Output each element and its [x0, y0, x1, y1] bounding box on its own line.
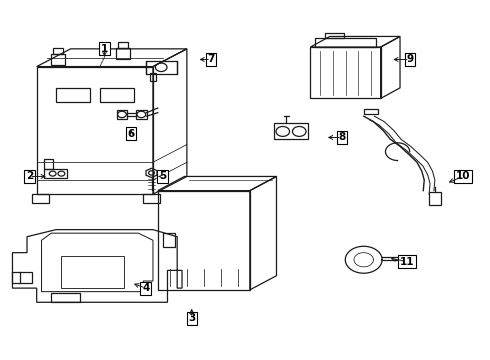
Text: 5: 5 — [159, 171, 166, 181]
Text: 9: 9 — [406, 54, 413, 64]
Text: 1: 1 — [101, 44, 108, 54]
Text: 3: 3 — [188, 313, 196, 323]
Text: 4: 4 — [142, 283, 149, 293]
Text: 8: 8 — [338, 132, 345, 143]
Text: 2: 2 — [26, 171, 33, 181]
Text: 11: 11 — [400, 257, 415, 266]
Text: 6: 6 — [127, 129, 135, 139]
Text: 10: 10 — [456, 171, 470, 181]
Text: 7: 7 — [207, 54, 215, 64]
